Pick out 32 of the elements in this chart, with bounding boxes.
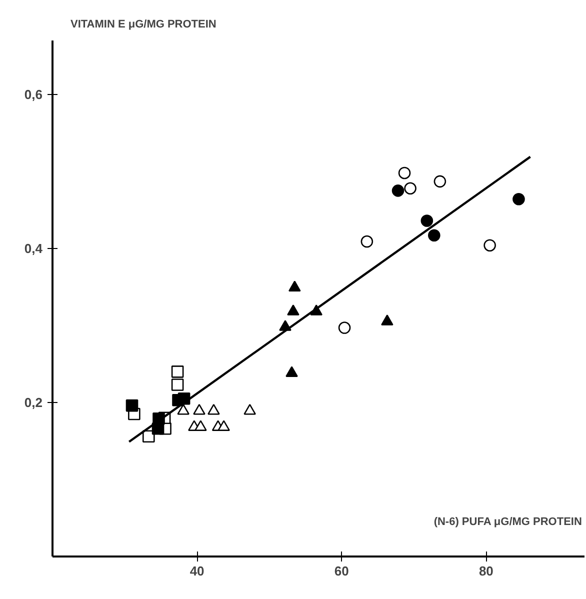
point bbox=[171, 366, 184, 378]
point bbox=[194, 420, 207, 431]
point bbox=[512, 193, 525, 206]
point bbox=[193, 404, 206, 415]
point bbox=[208, 404, 220, 415]
point bbox=[244, 404, 256, 415]
y-tick-label: 0,2 bbox=[24, 394, 43, 410]
y-tick-label: 0,6 bbox=[24, 86, 43, 102]
point bbox=[404, 182, 416, 195]
point bbox=[484, 239, 496, 252]
x-tick-label: 60 bbox=[334, 564, 349, 578]
point bbox=[420, 214, 434, 227]
point bbox=[434, 175, 446, 188]
point bbox=[286, 366, 298, 378]
point bbox=[381, 314, 394, 326]
point bbox=[392, 184, 404, 197]
y-tick-label: 0,4 bbox=[24, 240, 44, 256]
point bbox=[152, 422, 164, 435]
x-tick-label: 40 bbox=[190, 564, 204, 578]
point bbox=[288, 280, 301, 292]
point bbox=[338, 322, 351, 334]
point bbox=[126, 399, 138, 412]
point bbox=[177, 404, 190, 415]
point bbox=[398, 166, 411, 180]
x-axis-title: (N-6) PUFA μG/MG PROTEIN bbox=[434, 516, 582, 528]
point bbox=[428, 229, 440, 242]
point bbox=[360, 235, 374, 248]
point bbox=[218, 420, 230, 431]
point bbox=[171, 378, 184, 391]
y-axis-title: VITAMIN E μG/MG PROTEIN bbox=[70, 18, 216, 30]
x-tick-label: 80 bbox=[478, 564, 494, 578]
point bbox=[287, 304, 300, 316]
